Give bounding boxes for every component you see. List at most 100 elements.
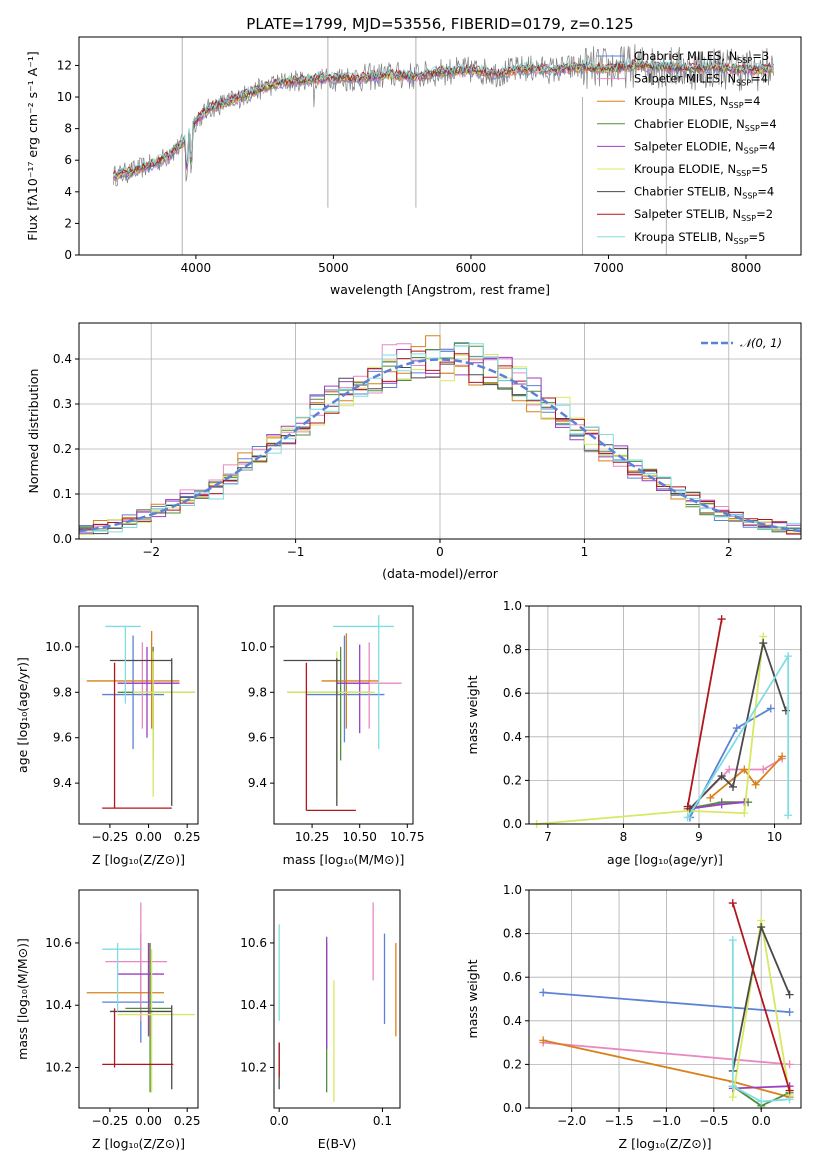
age-vs-mass-xlabel: mass [log₁₀(M/M⊙)] [283, 852, 405, 867]
age-vs-mass-ytick-label: 9.6 [248, 731, 267, 745]
mw-vs-age-point-marker [729, 782, 737, 791]
mass-vs-z-xtick-label: 0.00 [135, 1114, 162, 1128]
mass-vs-ebv-xtick-label: 0.0 [270, 1114, 289, 1128]
mass-vs-ebv-ytick-label: 10.4 [240, 998, 267, 1012]
mw-vs-z-xtick-label: 0.0 [752, 1114, 771, 1128]
mw-vs-age-series-line [686, 618, 723, 807]
residual-xlabel: (data-model)/error [382, 566, 499, 581]
age-vs-z-ytick-label: 9.8 [53, 685, 72, 699]
age-vs-mass-ytick-label: 9.8 [248, 685, 267, 699]
legend-name: Salpeter MILES, N [634, 72, 736, 86]
residual-ylabel: Normed distribution [26, 369, 41, 494]
mw-vs-age-panel: 7 8 9 10 0.0 0.2 0.4 0.6 0.8 1.0 age [log₁₀(age/yr… [465, 599, 802, 867]
legend-count: =4 [751, 72, 768, 86]
spectrum-xtick-label: 7000 [593, 261, 624, 275]
mw-vs-z-xtick-label: −0.5 [699, 1114, 728, 1128]
mw-vs-age-point-marker [740, 765, 749, 774]
residual-histogram-panel: −2 −1 0 1 2 0.0 0.1 0.2 0.3 0.4 (data-model)/erro… [26, 322, 802, 581]
gauss-legend-label: 𝒩(0, 1) [740, 336, 782, 350]
mw-vs-z-series-line [731, 902, 791, 1091]
mw-vs-age-marks [532, 615, 793, 828]
mw-vs-z-point-marker [539, 988, 548, 997]
mw-vs-z-point-marker [757, 1097, 766, 1106]
spectrum-legend-label: Chabrier STELIB, NSSP=4 [634, 185, 774, 201]
age-vs-z-xtick-label: 0.25 [174, 830, 201, 844]
mw-vs-age-xtick-label: 8 [620, 830, 628, 844]
mass-vs-ebv-ytick-label: 10.2 [240, 1061, 267, 1075]
mw-vs-age-point-marker [717, 772, 726, 781]
spectrum-legend-label: Kroupa ELODIE, NSSP=5 [634, 162, 768, 178]
legend-count: =4 [759, 139, 776, 153]
mw-vs-z-ytick-label: 0.4 [503, 1014, 522, 1028]
age-vs-mass-axes [273, 605, 414, 825]
legend-count: =4 [757, 185, 774, 199]
spectrum-ytick-label: 8 [64, 122, 72, 136]
mw-vs-z-point-marker [785, 1060, 794, 1069]
age-vs-z-xlabel: Z [log₁₀(Z/Z⊙)] [92, 852, 185, 867]
mw-vs-z-ylabel: mass weight [465, 959, 480, 1038]
age-vs-z-marks [86, 625, 195, 809]
residual-xtick-label: −2 [142, 545, 160, 559]
age-vs-mass-marks [283, 615, 402, 812]
mw-vs-age-point-marker [717, 800, 726, 809]
age-vs-mass-ytick-label: 9.4 [248, 776, 267, 790]
legend-sub: SSP [742, 192, 757, 201]
spectrum-ytick-label: 12 [57, 58, 72, 72]
mw-vs-z-point-marker [728, 899, 737, 908]
mass-vs-z-xtick-label: −0.25 [92, 1114, 129, 1128]
mass-vs-ebv-xtick-label: 0.1 [373, 1114, 392, 1128]
spectrum-xlabel: wavelength [Angstrom, rest frame] [330, 282, 550, 297]
mass-vs-ebv-panel: 0.0 0.1 10.2 10.4 10.6 E(B-V) [240, 889, 401, 1151]
residual-ytick-label: 0.2 [53, 442, 72, 456]
mw-vs-z-panel: −2.0 −1.5 −1.0 −0.5 0.0 0.0 0.2 0.4 0.6 0.8 1.0 Z [… [465, 883, 802, 1151]
mw-vs-z-ytick-label: 0.6 [503, 970, 522, 984]
legend-count: =4 [760, 117, 777, 131]
residual-xtick-label: −1 [287, 545, 305, 559]
mw-vs-z-point-marker [539, 1036, 548, 1045]
spectrum-legend-label: Salpeter STELIB, NSSP=2 [634, 207, 773, 223]
mw-vs-age-point-marker [683, 802, 692, 811]
mw-vs-z-series-line [543, 991, 790, 1013]
legend-sub: SSP [729, 101, 744, 110]
legend-sub: SSP [736, 79, 751, 88]
age-vs-mass-xtick-label: 10.75 [390, 830, 424, 844]
mw-vs-age-point-marker [778, 752, 787, 761]
legend-count: =2 [756, 207, 773, 221]
mw-vs-z-ytick-label: 1.0 [503, 883, 522, 897]
mw-vs-z-xtick-label: −1.0 [652, 1114, 681, 1128]
mass-vs-ebv-ytick-label: 10.6 [240, 936, 267, 950]
mw-vs-z-ytick-label: 0.8 [503, 927, 522, 941]
legend-count: =4 [744, 94, 761, 108]
residual-ytick-label: 0.3 [53, 397, 72, 411]
spectrum-xtick-label: 4000 [181, 261, 212, 275]
mw-vs-age-xlabel: age [log₁₀(age/yr)] [607, 852, 723, 867]
mass-vs-z-xtick-label: 0.25 [174, 1114, 201, 1128]
mw-vs-z-xtick-label: −1.5 [604, 1114, 633, 1128]
legend-sub: SSP [736, 169, 751, 178]
mw-vs-z-series-line [731, 940, 790, 1103]
mw-vs-age-xtick-label: 9 [695, 830, 703, 844]
mw-vs-age-ytick-label: 0.6 [503, 686, 522, 700]
mw-vs-age-point-marker [732, 724, 741, 733]
mw-vs-age-point-marker [706, 793, 715, 802]
mass-vs-z-ytick-label: 10.2 [45, 1061, 72, 1075]
spectrum-ytick-label: 0 [64, 248, 72, 262]
mw-vs-age-point-marker [751, 780, 760, 789]
mw-vs-age-ytick-label: 0.2 [503, 773, 522, 787]
mw-vs-age-point-marker [683, 813, 692, 822]
age-vs-z-ylabel: age [log₁₀(age/yr)] [15, 657, 30, 773]
age-vs-z-xtick-label: −0.25 [92, 830, 129, 844]
mw-vs-age-ytick-label: 0.8 [503, 643, 522, 657]
mw-vs-z-point-marker [728, 1093, 737, 1102]
mw-vs-age-ylabel: mass weight [465, 675, 480, 754]
age-vs-z-panel: −0.25 0.00 0.25 9.4 9.6 9.8 10.0 Z [log₁₀(Z/Z⊙)… [15, 605, 201, 867]
legend-sub: SSP [745, 124, 760, 133]
age-vs-z-ytick-label: 9.4 [53, 776, 72, 790]
mw-vs-age-xtick-label: 7 [544, 830, 552, 844]
mass-vs-z-ytick-label: 10.4 [45, 998, 72, 1012]
legend-name: Salpeter STELIB, N [634, 207, 741, 221]
mass-vs-ebv-xlabel: E(B-V) [318, 1136, 357, 1151]
residual-ytick-label: 0.1 [53, 487, 72, 501]
gauss-curve [78, 358, 802, 533]
